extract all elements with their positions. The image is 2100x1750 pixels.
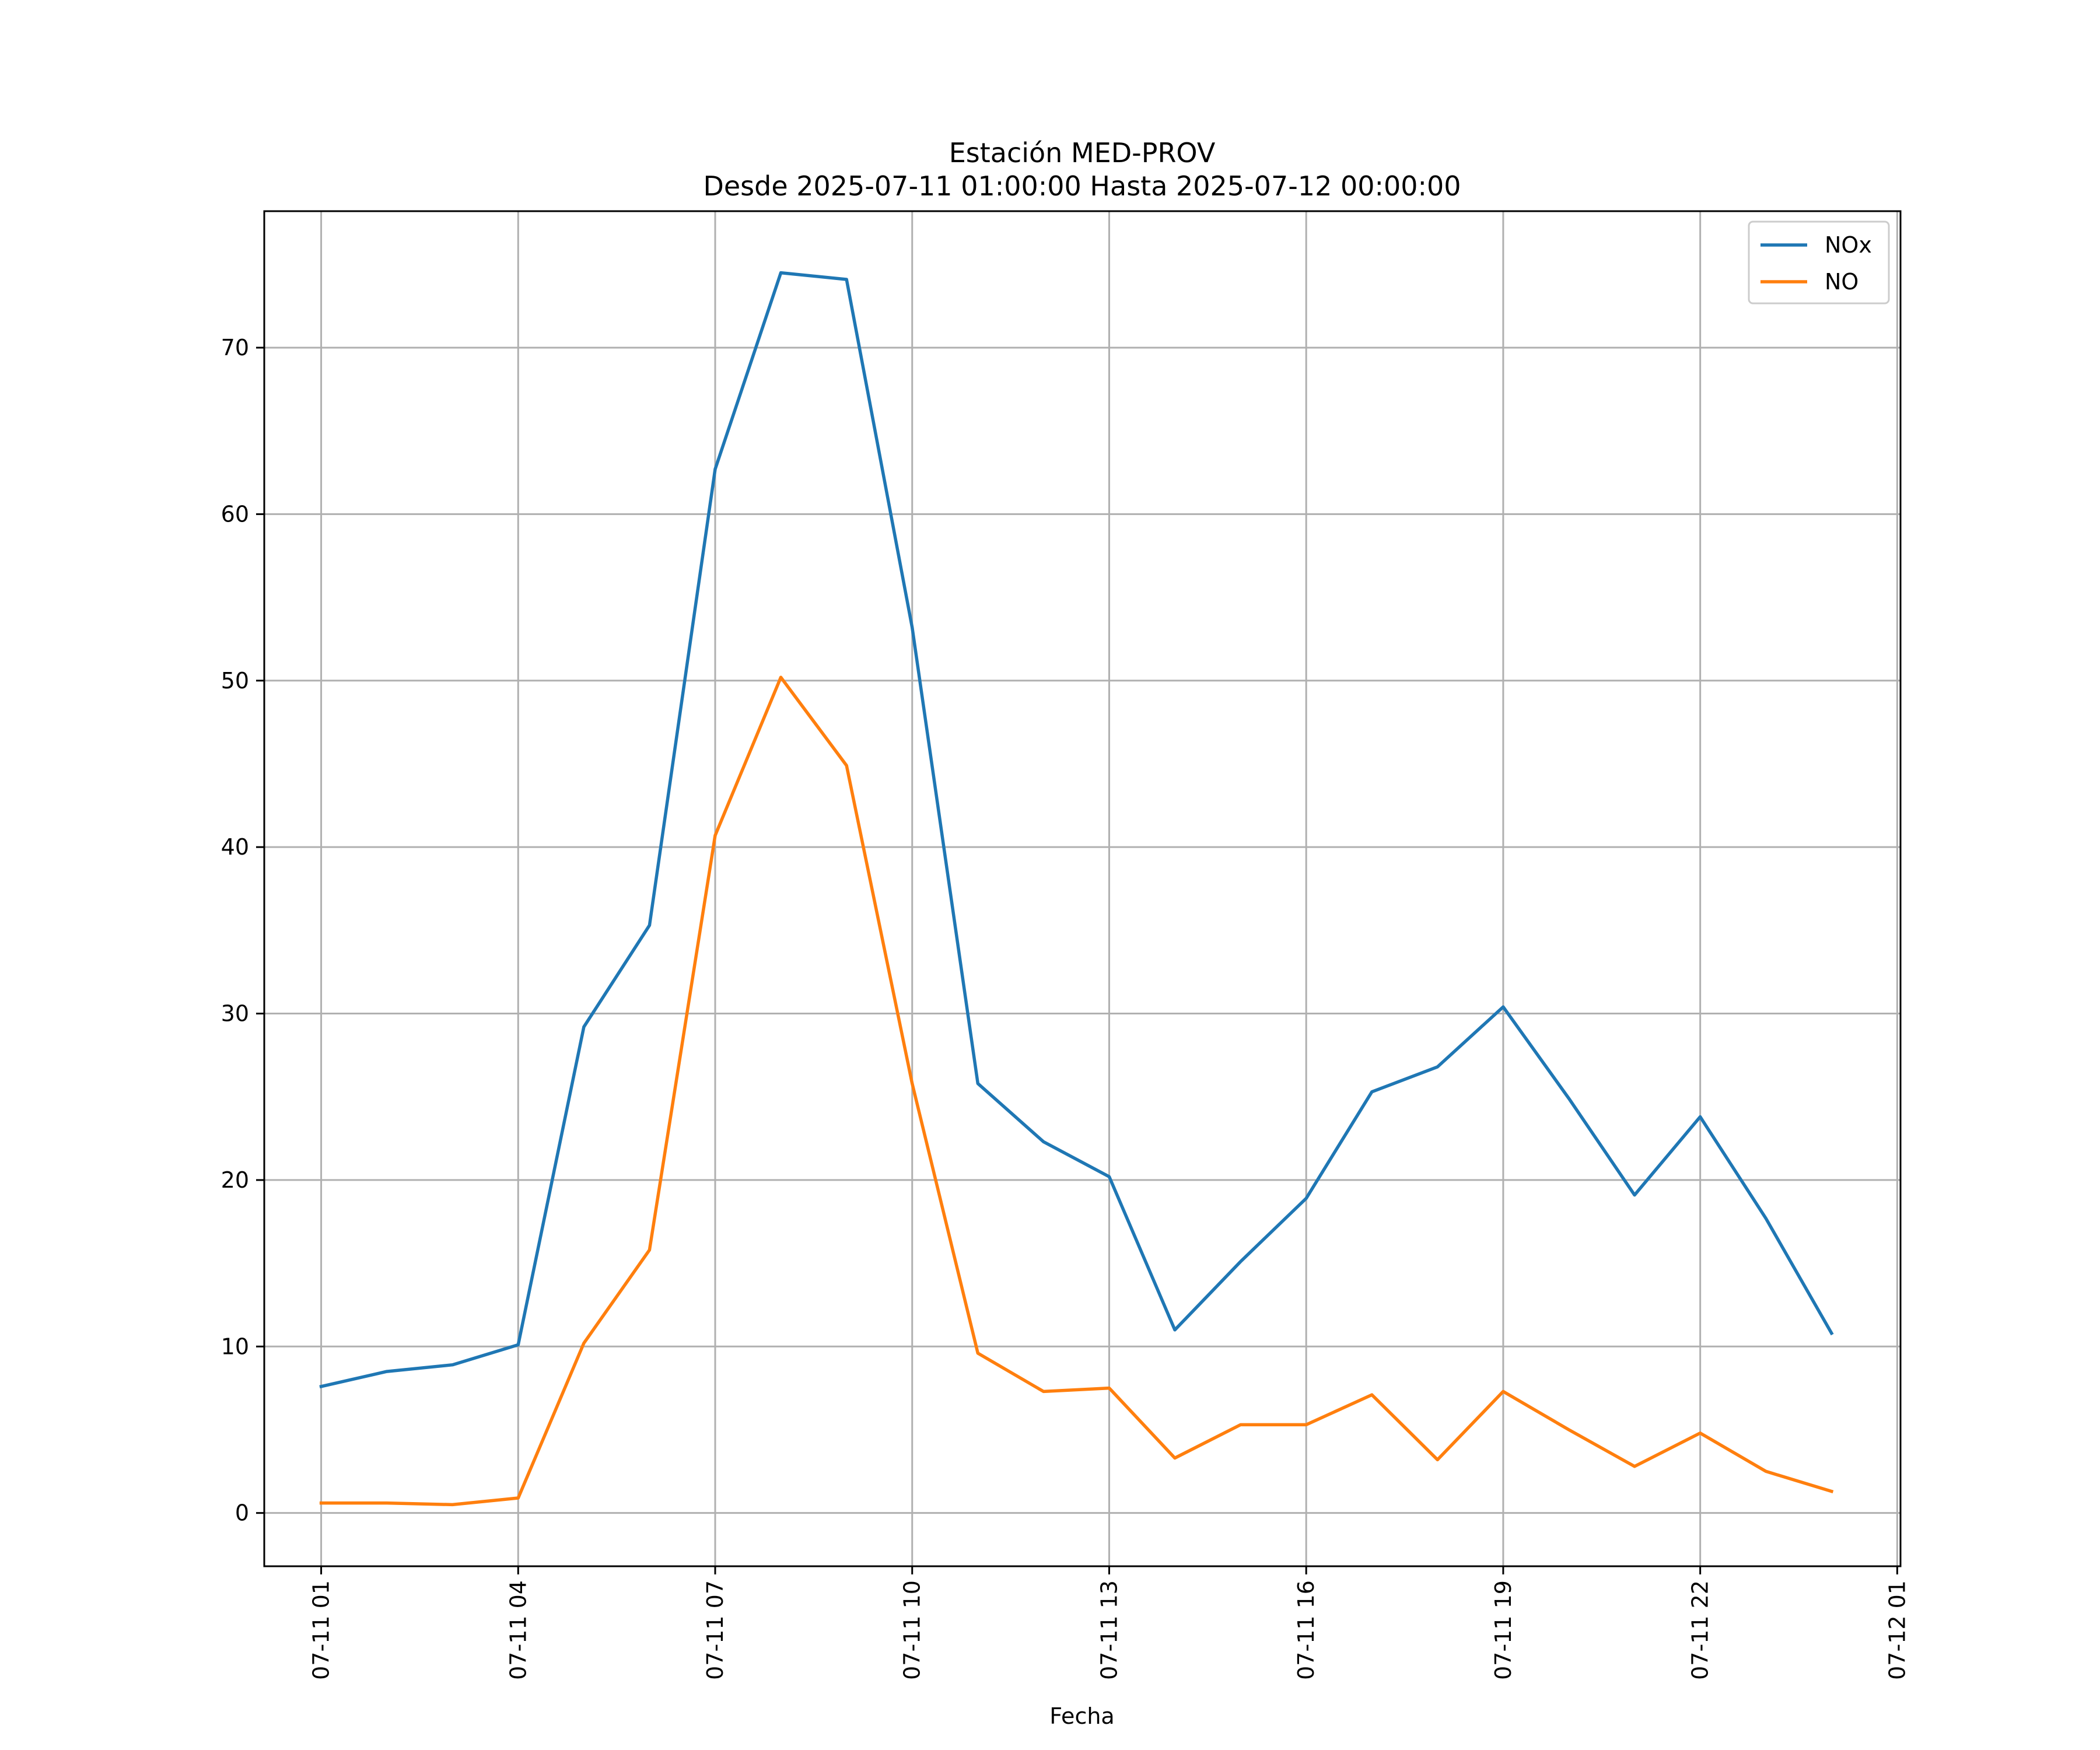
x-tick-label: 07-11 10 — [900, 1580, 925, 1680]
y-tick-label: 10 — [221, 1334, 249, 1359]
chart-title: Estación MED-PROV — [949, 137, 1216, 169]
y-tick-label: 20 — [221, 1167, 249, 1193]
x-tick-label: 07-11 04 — [505, 1580, 531, 1680]
plot-frame — [263, 210, 1902, 1567]
y-tick-label: 40 — [221, 834, 249, 860]
series-line-no — [319, 676, 1834, 1507]
y-tick-label: 30 — [221, 1001, 249, 1027]
plot-area — [264, 211, 1901, 1566]
x-axis: 07-11 01 07-11 04 07-11 07 07-11 10 07-11 13… — [309, 1566, 1910, 1680]
y-axis: 0 10 20 30 40 50 60 70 — [221, 335, 264, 1526]
x-tick-label: 07-11 19 — [1490, 1580, 1516, 1680]
x-tick-label: 07-11 13 — [1096, 1580, 1122, 1680]
x-tick-label: 07-12 01 — [1884, 1580, 1910, 1680]
legend-label: NOx — [1825, 232, 1872, 258]
series-lines — [319, 271, 1834, 1507]
x-tick-label: 07-11 22 — [1688, 1580, 1713, 1680]
legend: NOx NO — [1748, 220, 1890, 304]
y-tick-label: 60 — [221, 501, 249, 527]
series-line-nox — [319, 271, 1834, 1389]
y-tick-label: 50 — [221, 668, 249, 694]
x-tick-label: 07-11 07 — [702, 1580, 728, 1680]
grid — [264, 211, 1901, 1566]
chart-subtitle: Desde 2025-07-11 01:00:00 Hasta 2025-07-… — [703, 170, 1461, 202]
x-tick-label: 07-11 01 — [309, 1580, 334, 1680]
y-tick-label: 70 — [221, 335, 249, 360]
x-axis-label: Fecha — [1049, 1703, 1114, 1729]
y-tick-label: 0 — [235, 1500, 249, 1526]
legend-label: NO — [1825, 269, 1859, 295]
x-tick-label: 07-11 16 — [1293, 1580, 1319, 1680]
